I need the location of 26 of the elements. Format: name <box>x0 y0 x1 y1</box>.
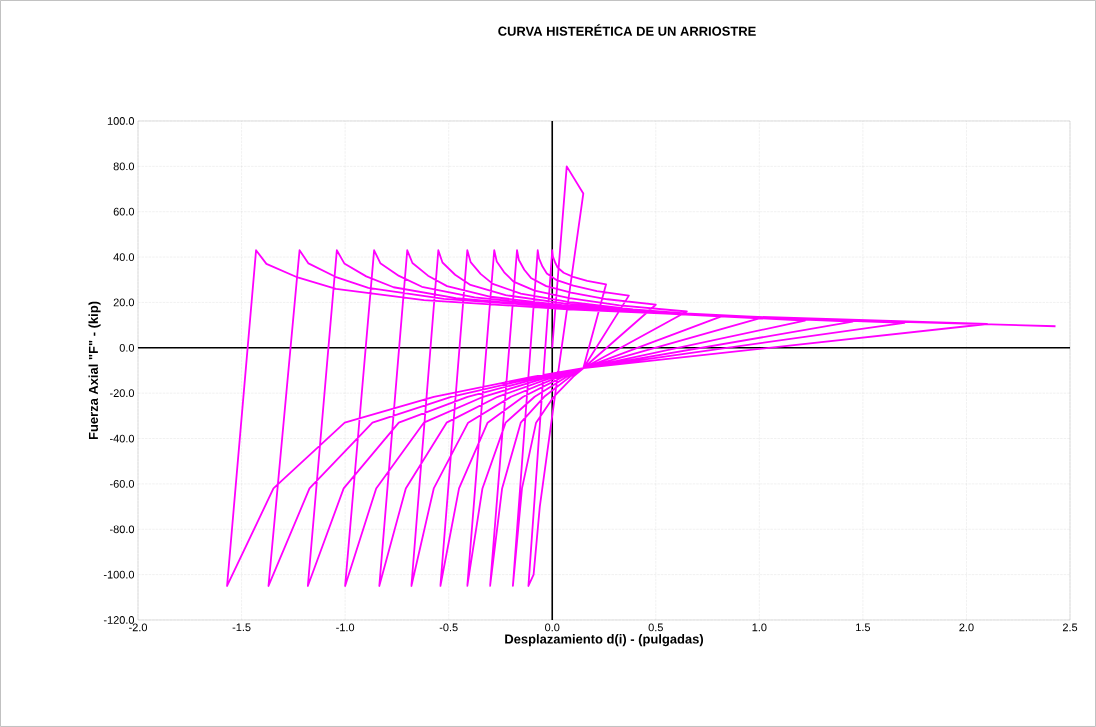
y-tick-label: 60.0 <box>113 207 135 216</box>
x-tick-label: 1.5 <box>856 623 871 632</box>
x-tick-label: -1.5 <box>232 623 251 632</box>
y-tick-label: -100.0 <box>103 570 135 579</box>
x-tick-label: 2.5 <box>1062 623 1078 632</box>
x-tick-label: 2.0 <box>959 623 974 632</box>
x-tick-label: 0.0 <box>545 623 560 632</box>
y-tick-label: 80.0 <box>113 162 135 171</box>
y-tick-label: -20.0 <box>109 389 135 398</box>
y-tick-label: 40.0 <box>113 253 135 261</box>
y-tick-label: -80.0 <box>109 525 135 534</box>
chart-title: CURVA HISTERÉTICA DE UN ARRIOSTRE <box>498 24 756 36</box>
y-tick-label: 20.0 <box>113 298 135 307</box>
y-tick-label: 100.0 <box>107 117 135 125</box>
x-tick-label: -2.0 <box>129 623 148 632</box>
x-tick-label: -0.5 <box>439 623 458 632</box>
y-tick-label: -40.0 <box>109 434 135 443</box>
x-tick-label: -1.0 <box>336 623 355 632</box>
x-tick-label: 0.5 <box>648 623 663 632</box>
x-tick-label: 1.0 <box>752 623 767 632</box>
y-tick-label: -60.0 <box>109 480 135 488</box>
line-series <box>226 165 1057 587</box>
x-axis-title: Desplazamiento d(i) - (pulgadas) <box>505 634 704 647</box>
y-tick-label: -120.0 <box>103 616 135 624</box>
y-axis-title: Fuerza Axial "F" - (kip) <box>88 301 101 440</box>
y-tick-label: 0.0 <box>119 343 135 352</box>
